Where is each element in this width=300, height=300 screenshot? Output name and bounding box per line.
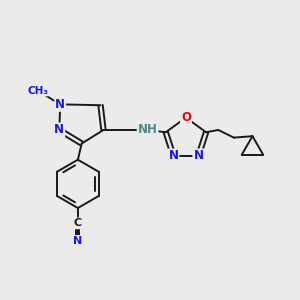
Text: N: N	[194, 149, 203, 163]
Text: NH: NH	[138, 124, 158, 136]
Text: CH₃: CH₃	[27, 85, 48, 95]
Text: N: N	[73, 236, 83, 246]
Text: N: N	[169, 149, 178, 163]
Text: N: N	[54, 124, 64, 136]
Text: N: N	[55, 98, 65, 111]
Text: C: C	[74, 218, 82, 228]
Text: O: O	[181, 111, 191, 124]
